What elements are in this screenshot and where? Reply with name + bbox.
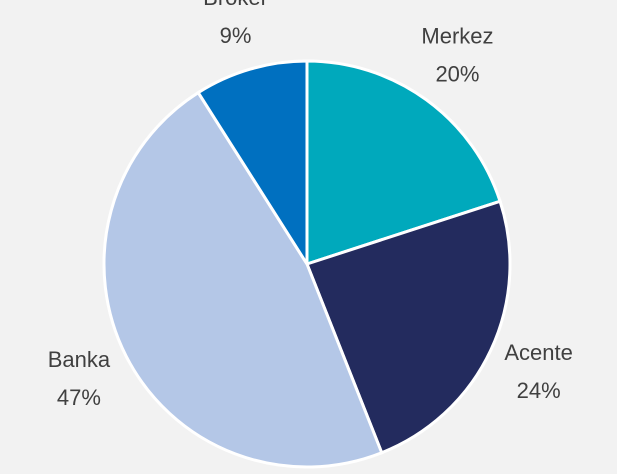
category-label: Broker (203, 0, 268, 10)
value-label: 24% (517, 378, 561, 403)
category-label: Acente (504, 340, 573, 365)
category-label: Merkez (421, 24, 493, 49)
category-label: Banka (48, 347, 111, 372)
pie-slice (305, 59, 502, 267)
value-label: 47% (57, 385, 101, 410)
pie-slice (102, 90, 384, 469)
value-label: 9% (220, 23, 252, 48)
value-label: 20% (435, 62, 479, 87)
pie-slice (196, 59, 309, 270)
